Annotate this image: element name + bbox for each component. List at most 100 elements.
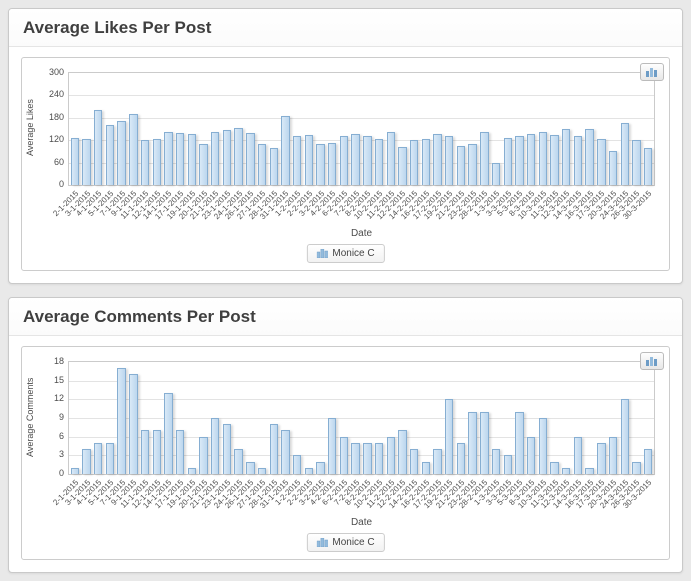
bar[interactable] — [105, 125, 115, 185]
bar[interactable] — [175, 430, 185, 474]
bar[interactable] — [339, 436, 349, 474]
bar[interactable] — [292, 455, 302, 474]
bar[interactable] — [456, 442, 466, 474]
bar[interactable] — [491, 162, 501, 185]
bar[interactable] — [421, 139, 431, 185]
bar[interactable] — [398, 147, 407, 185]
chart-menu-button[interactable] — [640, 63, 664, 81]
bar[interactable] — [339, 136, 349, 185]
bar[interactable] — [117, 120, 126, 185]
bar[interactable] — [140, 139, 150, 185]
bar[interactable] — [515, 136, 524, 185]
bar[interactable] — [140, 430, 150, 474]
bar[interactable] — [304, 135, 314, 185]
bar[interactable] — [257, 143, 267, 185]
bar[interactable] — [94, 109, 103, 185]
bar[interactable] — [152, 430, 161, 474]
bar[interactable] — [316, 143, 325, 185]
bar[interactable] — [70, 137, 80, 185]
bar[interactable] — [234, 449, 243, 474]
bar[interactable] — [351, 134, 360, 185]
bar[interactable] — [105, 442, 115, 474]
bar[interactable] — [374, 139, 384, 185]
bar[interactable] — [164, 393, 173, 474]
bar[interactable] — [199, 143, 208, 185]
bar[interactable] — [211, 132, 220, 185]
bar[interactable] — [503, 137, 512, 185]
bar[interactable] — [456, 145, 466, 185]
bar[interactable] — [292, 136, 302, 185]
bar[interactable] — [82, 138, 91, 185]
bar[interactable] — [211, 418, 220, 474]
bar[interactable] — [643, 147, 653, 185]
bar[interactable] — [433, 134, 442, 185]
bar[interactable] — [573, 136, 583, 185]
bar[interactable] — [632, 140, 641, 185]
bar[interactable] — [562, 467, 571, 474]
bar[interactable] — [164, 132, 173, 185]
bar[interactable] — [538, 418, 548, 474]
bar[interactable] — [620, 399, 629, 474]
bar[interactable] — [503, 455, 512, 474]
bar[interactable] — [70, 467, 80, 474]
bar[interactable] — [328, 418, 337, 474]
bar[interactable] — [597, 442, 606, 474]
bar[interactable] — [409, 139, 419, 185]
bar[interactable] — [94, 442, 103, 474]
bar[interactable] — [480, 132, 489, 185]
bar[interactable] — [269, 147, 278, 185]
bar[interactable] — [82, 449, 91, 474]
bar[interactable] — [480, 411, 489, 474]
bar[interactable] — [257, 467, 267, 474]
bar[interactable] — [585, 128, 594, 185]
bar[interactable] — [573, 436, 583, 474]
bar[interactable] — [515, 411, 524, 474]
bar[interactable] — [363, 442, 372, 474]
bar[interactable] — [187, 467, 197, 474]
bar[interactable] — [246, 461, 255, 474]
bar[interactable] — [550, 134, 559, 185]
bar[interactable] — [281, 115, 290, 185]
bar[interactable] — [222, 424, 232, 474]
bar[interactable] — [445, 136, 454, 185]
bar[interactable] — [374, 442, 384, 474]
bar[interactable] — [281, 430, 290, 474]
bar[interactable] — [386, 132, 395, 185]
bar[interactable] — [386, 436, 395, 474]
bar[interactable] — [491, 449, 501, 474]
bar[interactable] — [351, 442, 360, 474]
bar[interactable] — [234, 128, 243, 185]
bar[interactable] — [468, 411, 477, 474]
bar[interactable] — [620, 123, 629, 185]
bar[interactable] — [445, 399, 454, 474]
bar[interactable] — [562, 128, 571, 185]
bar[interactable] — [129, 114, 138, 185]
bar[interactable] — [117, 368, 126, 474]
bar[interactable] — [269, 424, 278, 474]
bar[interactable] — [421, 461, 431, 474]
bar[interactable] — [328, 143, 337, 185]
bar[interactable] — [597, 139, 606, 185]
bar[interactable] — [398, 430, 407, 474]
bar[interactable] — [304, 467, 314, 474]
bar[interactable] — [550, 461, 559, 474]
bar[interactable] — [129, 374, 138, 474]
bar[interactable] — [187, 134, 197, 185]
bar[interactable] — [246, 132, 255, 185]
bar[interactable] — [409, 449, 419, 474]
bar[interactable] — [222, 129, 232, 185]
bar[interactable] — [643, 449, 653, 474]
bar[interactable] — [526, 436, 536, 474]
bar[interactable] — [363, 136, 372, 185]
bar[interactable] — [468, 143, 477, 185]
bar[interactable] — [608, 436, 618, 474]
bar[interactable] — [526, 134, 536, 185]
bar[interactable] — [538, 132, 548, 185]
bar[interactable] — [199, 436, 208, 474]
bar[interactable] — [316, 461, 325, 474]
bar[interactable] — [152, 139, 161, 185]
chart-menu-button[interactable] — [640, 352, 664, 370]
bar[interactable] — [433, 449, 442, 474]
bar[interactable] — [608, 150, 618, 185]
bar[interactable] — [585, 467, 594, 474]
